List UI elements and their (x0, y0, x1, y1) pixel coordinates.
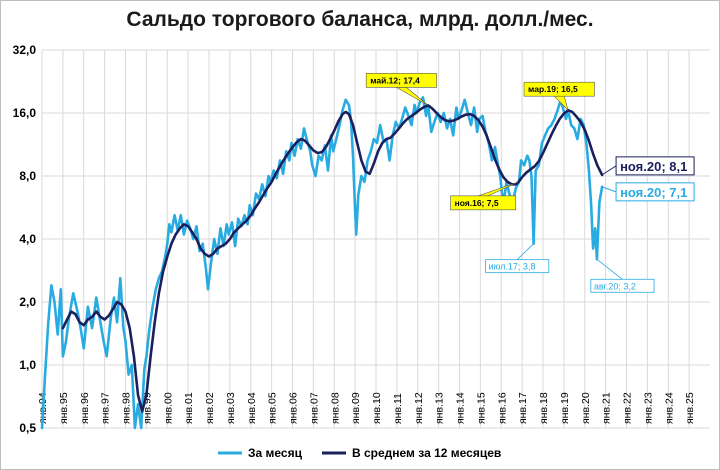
x-tick-label: янв.95 (58, 392, 70, 424)
y-tick-label: 1,0 (19, 358, 36, 372)
y-tick-label: 4,0 (19, 232, 36, 246)
callout-box (523, 81, 595, 97)
y-axis: 0,5 1,0 2,0 4,0 8,0 16,0 32,0 (13, 43, 37, 435)
x-tick-label: янв.06 (288, 392, 300, 424)
x-tick-label: янв.96 (79, 392, 91, 424)
callout-box (365, 73, 437, 88)
chart-title: Сальдо торгового баланса, млрд. долл./ме… (126, 8, 594, 31)
x-tick-label: янв.20 (580, 392, 592, 424)
x-axis: янв.94 янв.95 янв.96 янв.97 янв.98 янв.99 янв.… (37, 392, 696, 424)
x-tick-label: янв.25 (684, 392, 696, 424)
annotations-layer: май.12; 17,4 мар.19; 16,5 ноя.16; 7,5 ноя.2… (365, 73, 695, 293)
callout-leader (601, 186, 617, 193)
callout-label: ноя.20; 8,1 (620, 159, 687, 174)
callout-label: ноя.16; 7,5 (455, 198, 499, 208)
x-tick-label: янв.12 (413, 392, 425, 424)
legend: За месяц В среднем за 12 месяцев (218, 446, 501, 460)
x-tick-label: янв.04 (246, 392, 258, 424)
x-tick-label: янв.22 (622, 392, 634, 424)
callout-label: июл.17; 3,8 (489, 262, 536, 272)
x-tick-label: янв.15 (475, 392, 487, 424)
callout-box (590, 278, 655, 293)
x-tick-label: янв.18 (538, 392, 550, 424)
legend-label-average: В среднем за 12 месяцев (352, 446, 501, 460)
x-tick-label: янв.23 (642, 392, 654, 424)
y-tick-label: 16,0 (13, 106, 37, 120)
x-tick-label: янв.05 (267, 392, 279, 424)
callout-leader (601, 165, 617, 176)
x-tick-label: янв.09 (350, 392, 362, 424)
y-tick-label: 0,5 (19, 421, 36, 435)
callout-box (615, 156, 695, 176)
x-tick-label: янв.16 (496, 392, 508, 424)
legend-label-monthly: За месяц (248, 446, 303, 460)
x-tick-label: янв.24 (663, 392, 675, 424)
y-tick-label: 32,0 (13, 43, 37, 57)
callout-box (450, 195, 517, 211)
callout-leader (596, 258, 623, 280)
callout-label: авг.20; 3,2 (594, 281, 636, 291)
x-tick-label: янв.08 (329, 392, 341, 424)
callout-leader (516, 243, 534, 260)
series-line-monthly (40, 96, 604, 430)
x-tick-label: янв.21 (601, 392, 613, 424)
callout-label: май.12; 17,4 (370, 75, 420, 85)
callout-box (615, 182, 695, 202)
y-tick-label: 8,0 (19, 169, 36, 183)
x-tick-label: янв.19 (559, 392, 571, 424)
x-tick-label: янв.14 (455, 392, 467, 424)
x-tick-label: янв.01 (183, 392, 195, 424)
callout-box (485, 259, 550, 274)
x-tick-label: янв.13 (434, 392, 446, 424)
x-tick-label: янв.97 (100, 392, 112, 424)
x-tick-label: янв.00 (162, 392, 174, 424)
callout-label: ноя.20; 7,1 (620, 185, 687, 200)
callout-label: мар.19; 16,5 (528, 84, 578, 94)
x-tick-label: янв.02 (204, 392, 216, 424)
x-tick-label: янв.17 (517, 392, 529, 424)
x-tick-label: янв.98 (121, 392, 133, 424)
x-tick-label: янв.11 (392, 393, 404, 424)
x-tick-label: янв.10 (371, 392, 383, 424)
y-tick-label: 2,0 (19, 295, 36, 309)
x-tick-label: янв.03 (225, 392, 237, 424)
x-tick-label: янв.07 (308, 392, 320, 424)
